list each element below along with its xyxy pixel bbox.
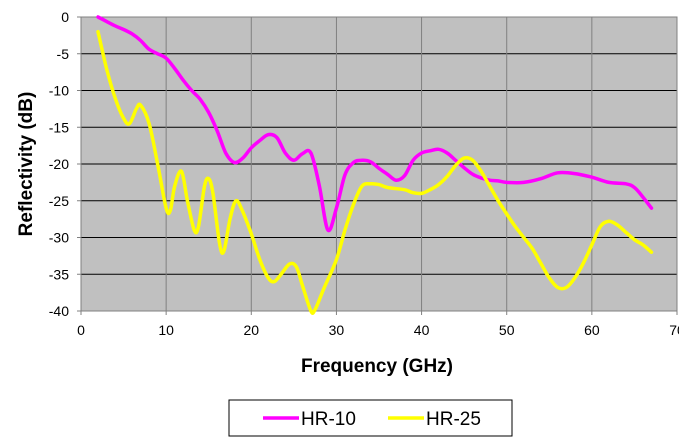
x-axis-title: Frequency (GHz) <box>301 356 453 377</box>
x-tick-label: 50 <box>499 322 515 338</box>
series-line-hr-25 <box>96 29 654 316</box>
x-tick-label: 20 <box>243 322 259 338</box>
y-tick-label: -10 <box>49 83 69 99</box>
y-tick-label: -35 <box>49 266 69 282</box>
y-tick-label: -20 <box>49 156 69 172</box>
y-tick-label: -40 <box>49 303 69 319</box>
series-line-hr-10 <box>96 15 654 233</box>
legend-label-hr-10: HR-10 <box>301 409 356 430</box>
y-tick-label: -30 <box>49 230 69 246</box>
x-tick-label: 30 <box>329 322 345 338</box>
legend-label-hr-25: HR-25 <box>426 409 481 430</box>
y-tick-label: -5 <box>57 46 70 62</box>
x-axis-ticks: 0 10 20 30 40 50 60 70 <box>77 311 679 338</box>
y-tick-label: 0 <box>61 9 69 25</box>
y-tick-label: -25 <box>49 193 69 209</box>
x-tick-label: 70 <box>669 322 679 338</box>
x-tick-label: 0 <box>77 322 85 338</box>
y-axis-title: Reflectivity (dB) <box>16 92 37 237</box>
y-axis-ticks: 0 -5 -10 -15 -20 -25 -30 -35 -40 <box>49 9 81 319</box>
x-tick-label: 40 <box>414 322 430 338</box>
legend: HR-10 HR-25 <box>228 399 513 437</box>
series-lines <box>96 15 654 316</box>
x-tick-label: 10 <box>158 322 174 338</box>
y-tick-label: -15 <box>49 119 69 135</box>
x-tick-label: 60 <box>584 322 600 338</box>
